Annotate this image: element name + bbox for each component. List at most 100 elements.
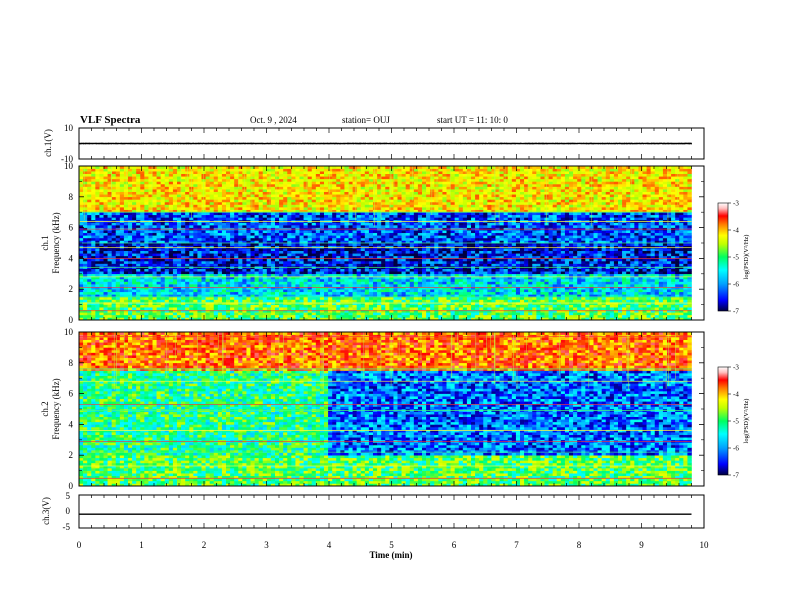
ch1-spectrogram-cell: [654, 250, 660, 254]
ch1-spectrogram-cell: [466, 302, 472, 305]
ch1-spectrogram-cell: [328, 281, 333, 285]
ch1-spectrogram-cell: [609, 263, 615, 267]
ch1-spectrogram-cell: [364, 307, 370, 311]
ch1-spectrogram-cell: [524, 271, 529, 275]
ch1-spectrogram-cell: [438, 276, 443, 280]
ch1-spectrogram-cell: [405, 314, 411, 318]
ch1-spectrogram-cell: [642, 260, 647, 264]
ch1-spectrogram-cell: [373, 245, 378, 249]
ch1-spectrogram-cell: [160, 237, 166, 241]
ch1-spectrogram-cell: [638, 314, 643, 318]
ch1-spectrogram-cell: [128, 302, 133, 305]
ch1-spectrogram-cell: [581, 312, 586, 316]
ch1-spectrogram-cell: [577, 276, 582, 280]
ch1-spectrogram-cell: [348, 314, 353, 318]
ch1-spectrogram-cell: [507, 240, 513, 244]
ch1-spectrogram-cell: [348, 255, 353, 259]
ch1-spectrogram-cell: [450, 268, 455, 272]
ch1-spectrogram-cell: [622, 309, 627, 313]
ch1-spectrogram-cell: [83, 286, 88, 290]
ch1-spectrogram-cell: [381, 253, 386, 257]
ch1-spectrogram-cell: [675, 296, 680, 300]
ch1-spectrogram-cell: [185, 271, 190, 275]
ch1-spectrogram-cell: [193, 317, 198, 321]
ch1-spectrogram-cell: [630, 291, 635, 295]
ch1-spectrogram-cell: [430, 243, 435, 246]
ch1-spectrogram-cell: [389, 284, 394, 287]
ch1-spectrogram-cell: [250, 248, 255, 251]
ch1-spectrogram-cell: [487, 271, 492, 275]
ch1-spectrogram-cell: [654, 278, 660, 282]
ch1-spectrogram-cell: [667, 281, 672, 285]
ch1-spectrogram-cell: [483, 268, 488, 272]
ch1-spectrogram-cell: [373, 304, 378, 308]
ch1-spectrogram-cell: [344, 260, 349, 264]
ch1-spectrogram-cell: [287, 281, 292, 285]
ch1-spectrogram-cell: [646, 317, 651, 321]
ch1-spectrogram-cell: [373, 307, 378, 311]
ch1-spectrogram-cell: [450, 258, 455, 262]
ch1-spectrogram-cell: [295, 299, 300, 303]
ch1-spectrogram-cell: [687, 245, 692, 249]
ch1-spectrogram-cell: [221, 248, 227, 251]
ch1-spectrogram-cell: [544, 250, 549, 254]
ch1-spectrogram-cell: [217, 271, 223, 275]
ch1-spectrogram-cell: [475, 248, 480, 251]
ch1-spectrogram-cell: [597, 271, 602, 275]
ch1-spectrogram-cell: [123, 258, 129, 262]
ch1-spectrogram-cell: [91, 276, 96, 280]
ch1-spectrogram-cell: [111, 273, 117, 277]
ch1-spectrogram-cell: [577, 307, 582, 311]
ch1-spectrogram-cell: [544, 309, 549, 313]
ch1-spectrogram-cell: [209, 296, 215, 300]
ch1-spectrogram-cell: [119, 253, 125, 257]
ch1-spectrogram-cell: [283, 309, 288, 313]
ch1-spectrogram-cell: [495, 237, 500, 241]
ch1-spectrogram-cell: [283, 304, 288, 308]
ch1-spectrogram-cell: [111, 248, 117, 251]
ch1-spectrogram-cell: [401, 237, 406, 241]
ch1-spectrogram-cell: [454, 253, 460, 257]
ch1-spectrogram-cell: [515, 304, 521, 308]
ch1-spectrogram-cell: [654, 299, 660, 303]
ch1-spectrogram-cell: [295, 291, 300, 295]
ch1-spectrogram-cell: [209, 258, 215, 262]
ch1-spectrogram-cell: [613, 237, 619, 241]
ch1-spectrogram-cell: [213, 296, 219, 300]
ch1-spectrogram-cell: [201, 237, 206, 241]
ch1-spectrogram-cell: [520, 250, 525, 254]
ch1-spectrogram-cell: [389, 302, 394, 305]
ch1-spectrogram-cell: [426, 314, 431, 318]
ch1-spectrogram-cell: [654, 237, 660, 241]
ch1-spectrogram-cell: [593, 250, 598, 254]
ch1-spectrogram-cell: [609, 314, 615, 318]
ch1-spectrogram-cell: [560, 317, 566, 321]
ch1-spectrogram-cell: [307, 289, 313, 293]
ch1-spectrogram-cell: [548, 304, 553, 308]
ch1-spectrogram-cell: [597, 289, 602, 293]
ch1-spectrogram-cell: [83, 317, 88, 321]
ch1-spectrogram-cell: [242, 291, 247, 295]
ch1-spectrogram-cell: [258, 309, 264, 313]
ch1-spectrogram-cell: [283, 307, 288, 311]
ch1-spectrogram-cell: [148, 291, 153, 295]
ch1-spectrogram-cell: [164, 235, 170, 239]
ch1-spectrogram-cell: [217, 309, 223, 313]
ch1-spectrogram-cell: [373, 291, 378, 295]
ch1-spectrogram-cell: [119, 289, 125, 293]
ch1-spectrogram-cell: [230, 299, 235, 303]
ch1-spectrogram-cell: [503, 250, 509, 254]
ch1-spectrogram-cell: [430, 291, 435, 295]
ch1-spectrogram-cell: [683, 296, 688, 300]
ch1-spectrogram-cell: [352, 296, 357, 300]
ch1-spectrogram-cell: [168, 268, 174, 272]
ch1-spectrogram-cell: [679, 286, 684, 290]
ch1-spectrogram-cell: [483, 284, 488, 287]
ch1-spectrogram-cell: [462, 248, 468, 251]
ch1-spectrogram-cell: [507, 253, 513, 257]
ch1-spectrogram-cell: [119, 250, 125, 254]
ch1-spectrogram-cell: [270, 307, 276, 311]
ch1-spectrogram-cell: [319, 296, 325, 300]
ch1-spectrogram-cell: [646, 296, 651, 300]
ch1-spectrogram-cell: [136, 243, 141, 246]
